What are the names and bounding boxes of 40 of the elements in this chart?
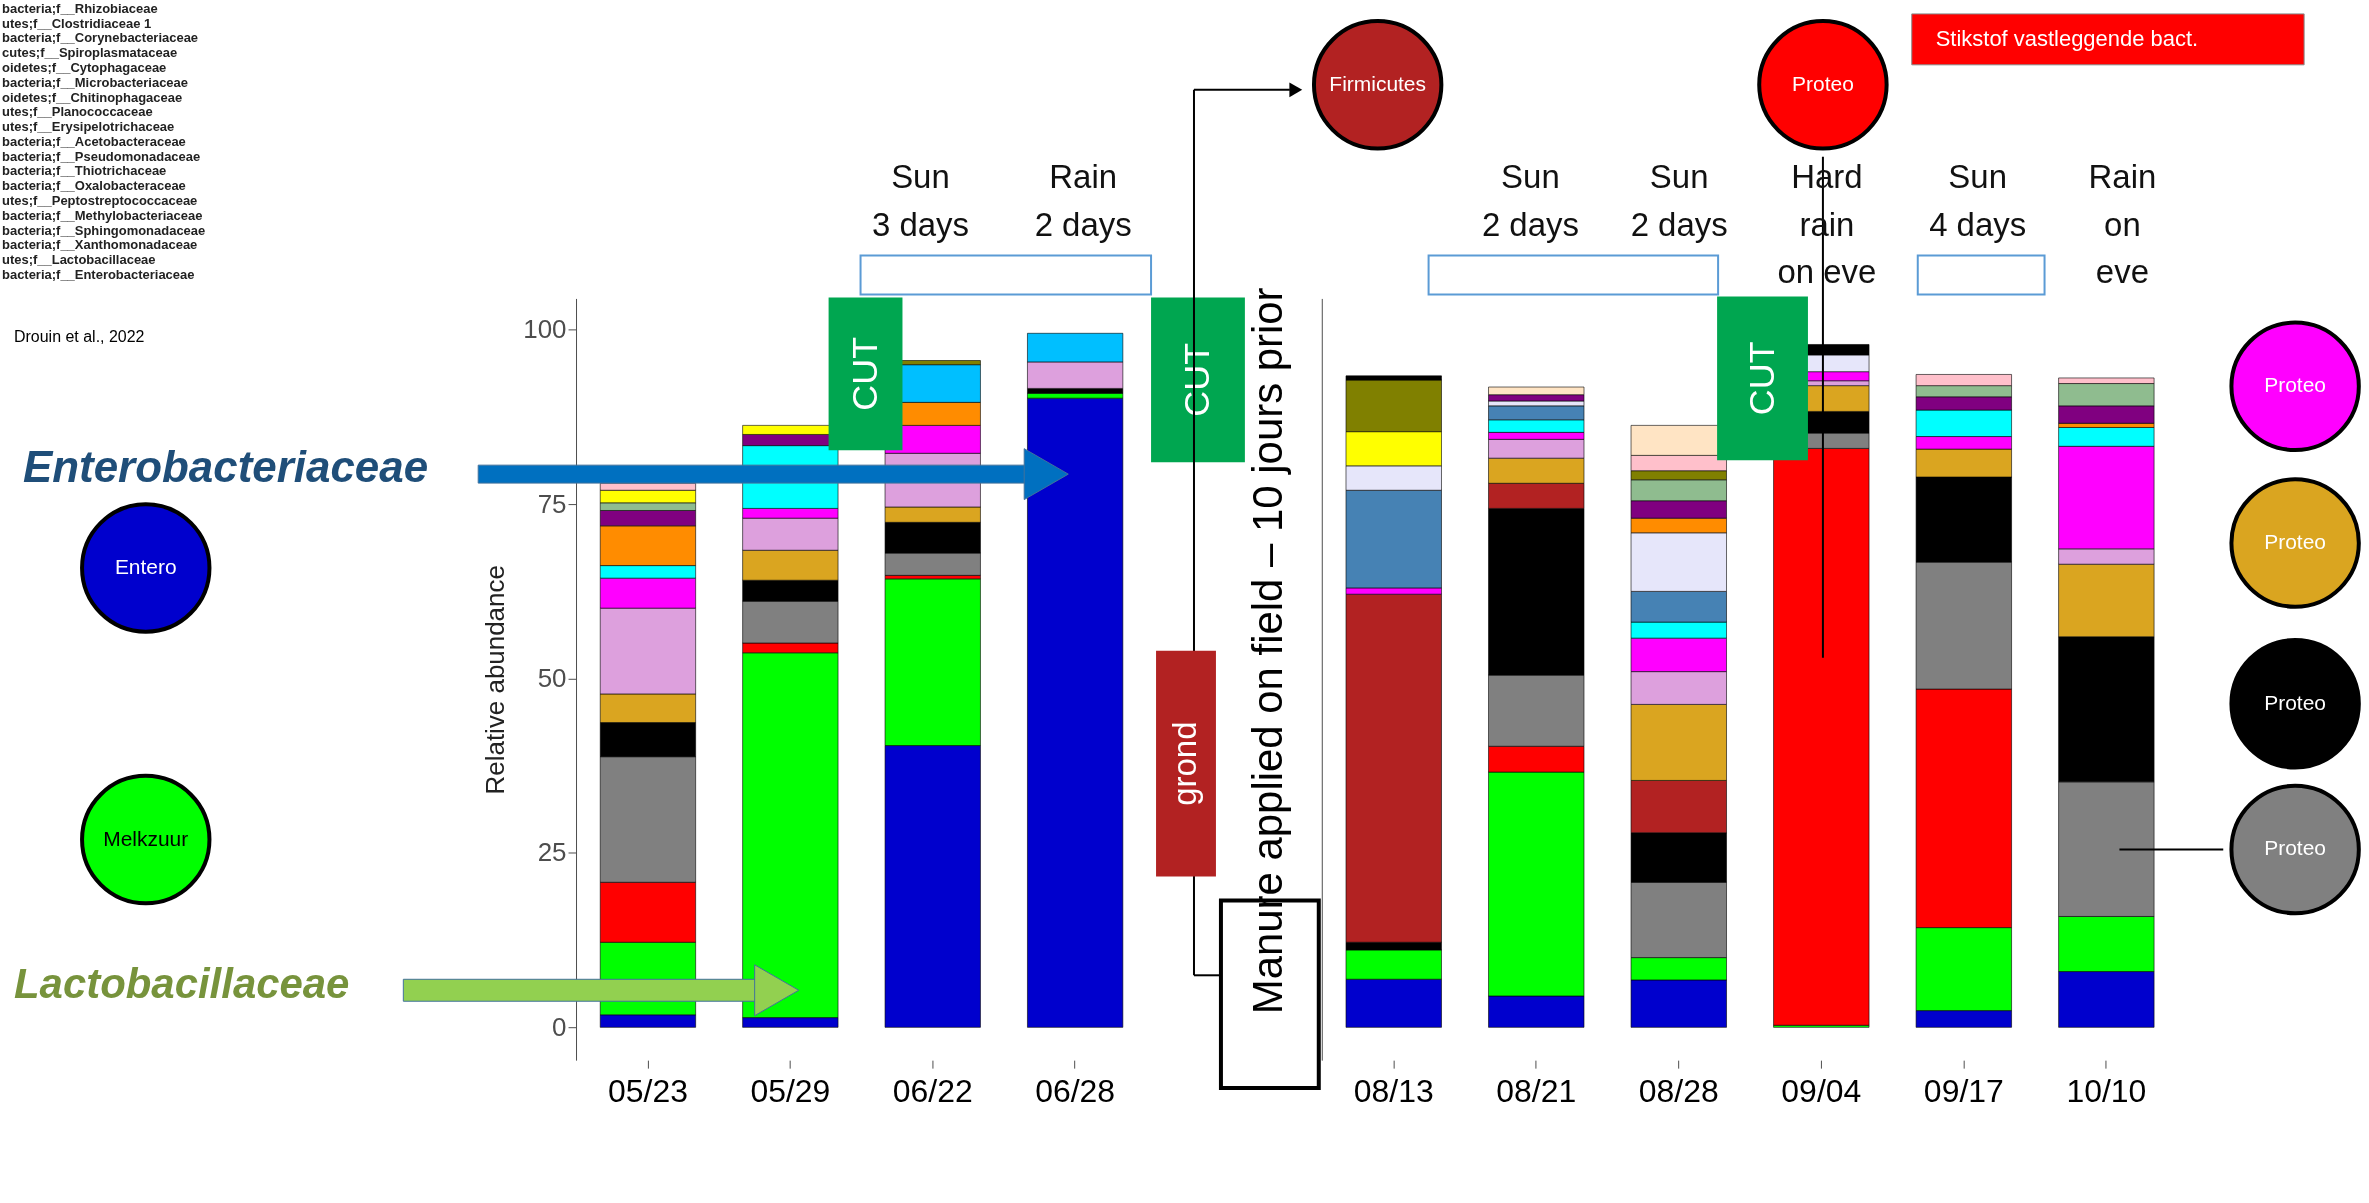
y-tick-label: 75 <box>537 489 567 518</box>
annotation: CUT <box>843 336 885 411</box>
y-tick-label: 50 <box>537 664 567 693</box>
y-tick-label: 100 <box>523 315 567 344</box>
text: Proteo <box>2264 530 2326 554</box>
text: Entero <box>114 554 177 578</box>
text: Sun 4 days <box>1929 157 2027 243</box>
annotation: CUT <box>1740 341 1782 416</box>
x-tick-label: 06/22 <box>892 1072 973 1109</box>
text: Melkzuur <box>103 826 189 850</box>
text: Firmicutes <box>1329 71 1426 95</box>
x-tick-label: 10/10 <box>2066 1072 2147 1109</box>
y-tick-label: 0 <box>552 1012 567 1041</box>
text: Sun 3 days <box>871 157 969 243</box>
x-tick-label: 06/28 <box>1035 1072 1116 1109</box>
text: Sun 2 days <box>1630 157 1728 243</box>
x-tick-label: 09/17 <box>1923 1072 2004 1109</box>
x-tick-label: 08/28 <box>1638 1072 1719 1109</box>
text: CUT <box>1175 342 1217 417</box>
text: Enterobacteriaceae <box>22 442 429 492</box>
text: Sun 2 days <box>1481 157 1579 243</box>
x-tick-label: 08/13 <box>1353 1072 1434 1109</box>
x-tick-label: 05/23 <box>607 1072 688 1109</box>
text: Manure applied on field – 10 jours prior <box>1243 287 1291 1015</box>
y-axis-title: Relative abundance <box>481 565 510 795</box>
text: Rain 2 days <box>1034 157 1132 243</box>
text: Proteo <box>2264 836 2326 860</box>
text: grond <box>1165 721 1203 806</box>
text: Lactobacillaceae <box>13 960 350 1008</box>
text: bacteria;f__Rhizobiaceae utes;f__Clostridiaceae 1 bacteria;f__Corynebacteriaceae cutes;f__Spiroplasmataceae oidetes;f__Cytophagaceae bacteria;f__Microbacteriaceae oidetes;f__Chitinophagaceae utes;f__Planococcaceae utes;f__Erysipelotrichaceae bacteria;f__Acetobacteraceae bacteria;f__Pseudomonadaceae bacteria;f__Thiotrichaceae bacteria;f__Oxalobacteraceae utes;f__Peptostreptococcaceae bacteria;f__Methylobacteriaceae bacteria;f__Sphingomonadaceae bacteria;f__Xanthomonadaceae utes;f__Lactobacillaceae bacteria;f__Enterobacteriaceae <box>2 0 206 282</box>
text: Proteo <box>1792 71 1854 95</box>
x-tick-label: 08/21 <box>1496 1072 1577 1109</box>
x-tick-label: 09/04 <box>1781 1072 1862 1109</box>
text: Stikstof vastleggende bact. <box>1935 26 2199 52</box>
text: Drouin et al., 2022 <box>13 328 145 346</box>
text: Rain on eve <box>2088 157 2157 291</box>
text: Proteo <box>2264 690 2326 714</box>
y-tick-label: 25 <box>537 838 567 867</box>
x-tick-label: 05/29 <box>750 1072 831 1109</box>
text: Proteo <box>2264 373 2326 397</box>
